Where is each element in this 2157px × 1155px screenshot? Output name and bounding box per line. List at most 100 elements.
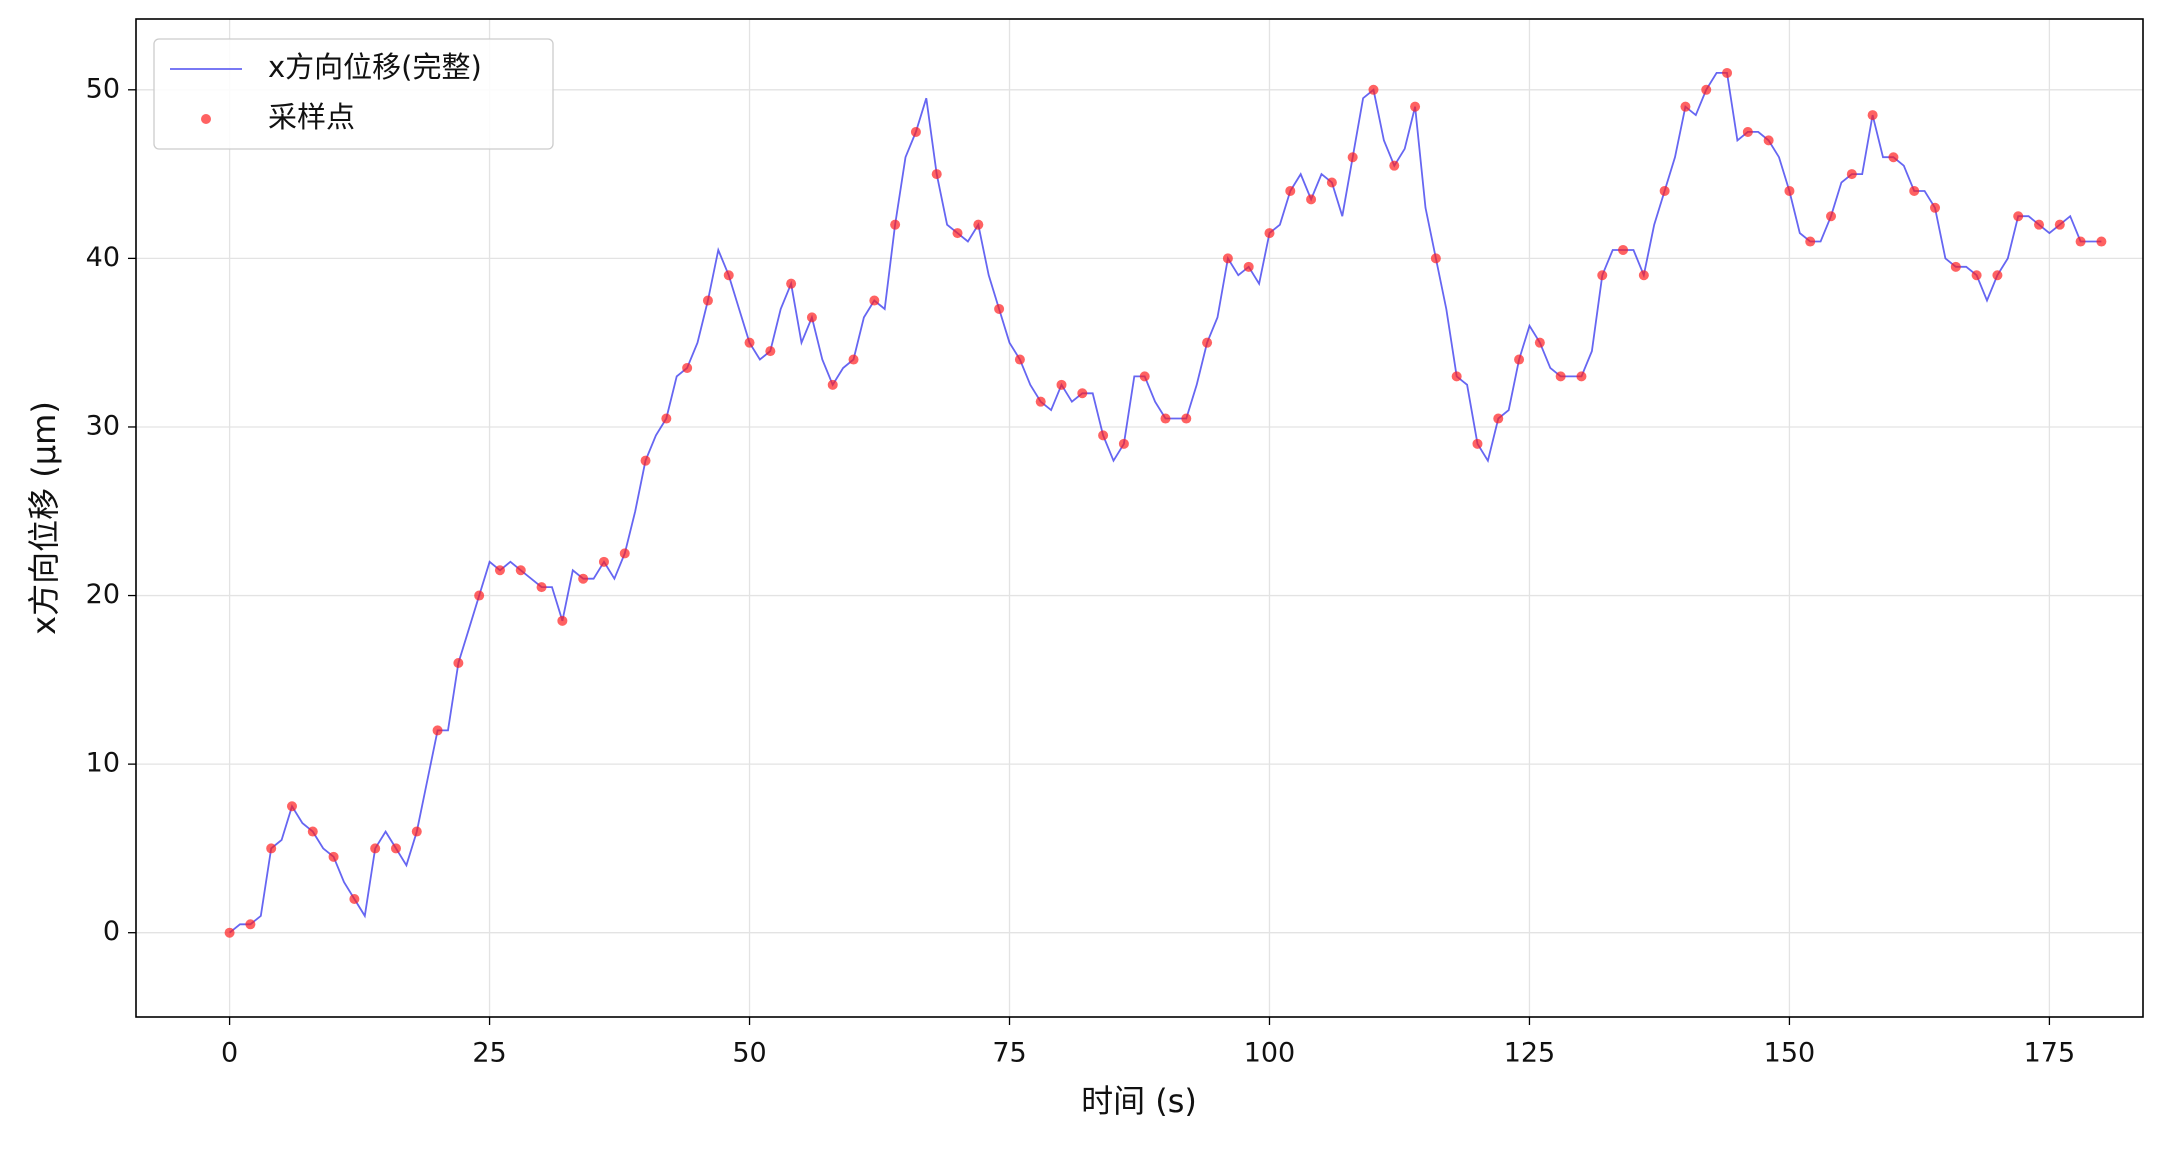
y-tick-label: 20 bbox=[86, 579, 120, 610]
sample-point bbox=[1555, 371, 1566, 382]
sample-point bbox=[2034, 219, 2045, 230]
data-line bbox=[229, 72, 2102, 934]
sample-point bbox=[411, 826, 422, 837]
sample-point bbox=[1139, 371, 1150, 382]
sample-point bbox=[1763, 135, 1774, 146]
sample-point bbox=[786, 278, 797, 289]
sample-point bbox=[640, 455, 651, 466]
sample-point bbox=[1056, 379, 1067, 390]
sample-point bbox=[1846, 169, 1857, 180]
y-tick-label: 30 bbox=[86, 410, 120, 441]
sample-point bbox=[1950, 261, 1961, 272]
sample-point bbox=[1077, 388, 1088, 399]
x-tick-label: 175 bbox=[2024, 1038, 2076, 1069]
x-tick-label: 50 bbox=[732, 1038, 766, 1069]
sample-point bbox=[1347, 152, 1358, 163]
sample-point bbox=[994, 303, 1005, 314]
sample-point bbox=[536, 582, 547, 593]
sample-point bbox=[515, 565, 526, 576]
x-axis-label: 时间 (s) bbox=[1081, 1082, 1197, 1120]
sample-point bbox=[848, 354, 859, 365]
sample-point bbox=[1014, 354, 1025, 365]
x-tick-label: 150 bbox=[1764, 1038, 1816, 1069]
sample-point bbox=[1680, 101, 1691, 112]
sample-point bbox=[931, 169, 942, 180]
sample-point bbox=[1638, 270, 1649, 281]
legend-marker bbox=[201, 114, 211, 124]
sample-point bbox=[869, 295, 880, 306]
sample-point bbox=[598, 556, 609, 567]
sample-point bbox=[1430, 253, 1441, 264]
sample-point bbox=[1098, 430, 1109, 441]
sample-point bbox=[2054, 219, 2065, 230]
sample-point bbox=[1035, 396, 1046, 407]
sample-point bbox=[1930, 202, 1941, 213]
x-tick-label: 125 bbox=[1504, 1038, 1556, 1069]
sample-point bbox=[1493, 413, 1504, 424]
sample-point bbox=[1243, 261, 1254, 272]
sample-point bbox=[973, 219, 984, 230]
sample-point bbox=[1264, 228, 1275, 239]
sample-point bbox=[827, 379, 838, 390]
sample-point bbox=[1992, 270, 2003, 281]
sample-point bbox=[1451, 371, 1462, 382]
sample-point bbox=[1181, 413, 1192, 424]
sample-point bbox=[1722, 67, 1733, 78]
sample-point bbox=[266, 843, 277, 854]
sample-point bbox=[1534, 337, 1545, 348]
sample-point bbox=[806, 312, 817, 323]
sample-point bbox=[1826, 211, 1837, 222]
sample-point bbox=[702, 295, 713, 306]
sample-point bbox=[1514, 354, 1525, 365]
sample-point bbox=[1285, 185, 1296, 196]
x-tick-label: 25 bbox=[472, 1038, 506, 1069]
sample-point bbox=[890, 219, 901, 230]
sample-point bbox=[328, 851, 339, 862]
x-tick-label: 0 bbox=[221, 1038, 238, 1069]
sample-point bbox=[619, 548, 630, 559]
y-axis-label: x方向位移 (μm) bbox=[25, 401, 63, 635]
sample-point bbox=[390, 843, 401, 854]
y-tick-label: 0 bbox=[103, 916, 120, 947]
sample-point bbox=[1202, 337, 1213, 348]
sample-point bbox=[1701, 84, 1712, 95]
y-tick-label: 40 bbox=[86, 242, 120, 273]
sample-point bbox=[307, 826, 318, 837]
sample-point bbox=[744, 337, 755, 348]
sample-point bbox=[349, 893, 360, 904]
sample-point bbox=[370, 843, 381, 854]
legend-box bbox=[153, 38, 554, 150]
sample-point bbox=[245, 919, 256, 930]
sample-point bbox=[910, 126, 921, 137]
sample-point bbox=[723, 270, 734, 281]
sample-point bbox=[682, 362, 693, 373]
sample-point bbox=[2013, 211, 2024, 222]
sample-point bbox=[557, 615, 568, 626]
sample-point bbox=[1389, 160, 1400, 171]
legend-label: 采样点 bbox=[268, 100, 355, 134]
sample-point bbox=[1909, 185, 1920, 196]
sample-point bbox=[1659, 185, 1670, 196]
legend-label: x方向位移(完整) bbox=[268, 50, 482, 84]
sample-point bbox=[1326, 177, 1337, 188]
sample-point bbox=[1472, 438, 1483, 449]
sample-point bbox=[1867, 110, 1878, 121]
sample-point bbox=[1597, 270, 1608, 281]
sample-point bbox=[1410, 101, 1421, 112]
sample-point bbox=[1160, 413, 1171, 424]
sample-point bbox=[1888, 152, 1899, 163]
y-tick-label: 50 bbox=[86, 73, 120, 104]
sample-point bbox=[453, 657, 464, 668]
sample-point bbox=[2075, 236, 2086, 247]
sample-point bbox=[952, 228, 963, 239]
sample-point bbox=[1368, 84, 1379, 95]
sample-point bbox=[432, 725, 443, 736]
sample-point bbox=[1118, 438, 1129, 449]
x-tick-label: 100 bbox=[1244, 1038, 1296, 1069]
sample-point bbox=[224, 927, 235, 938]
sample-point bbox=[1618, 244, 1629, 255]
sample-point bbox=[286, 801, 297, 812]
x-tick-label: 75 bbox=[992, 1038, 1026, 1069]
sample-point bbox=[1306, 194, 1317, 205]
sample-point bbox=[1805, 236, 1816, 247]
